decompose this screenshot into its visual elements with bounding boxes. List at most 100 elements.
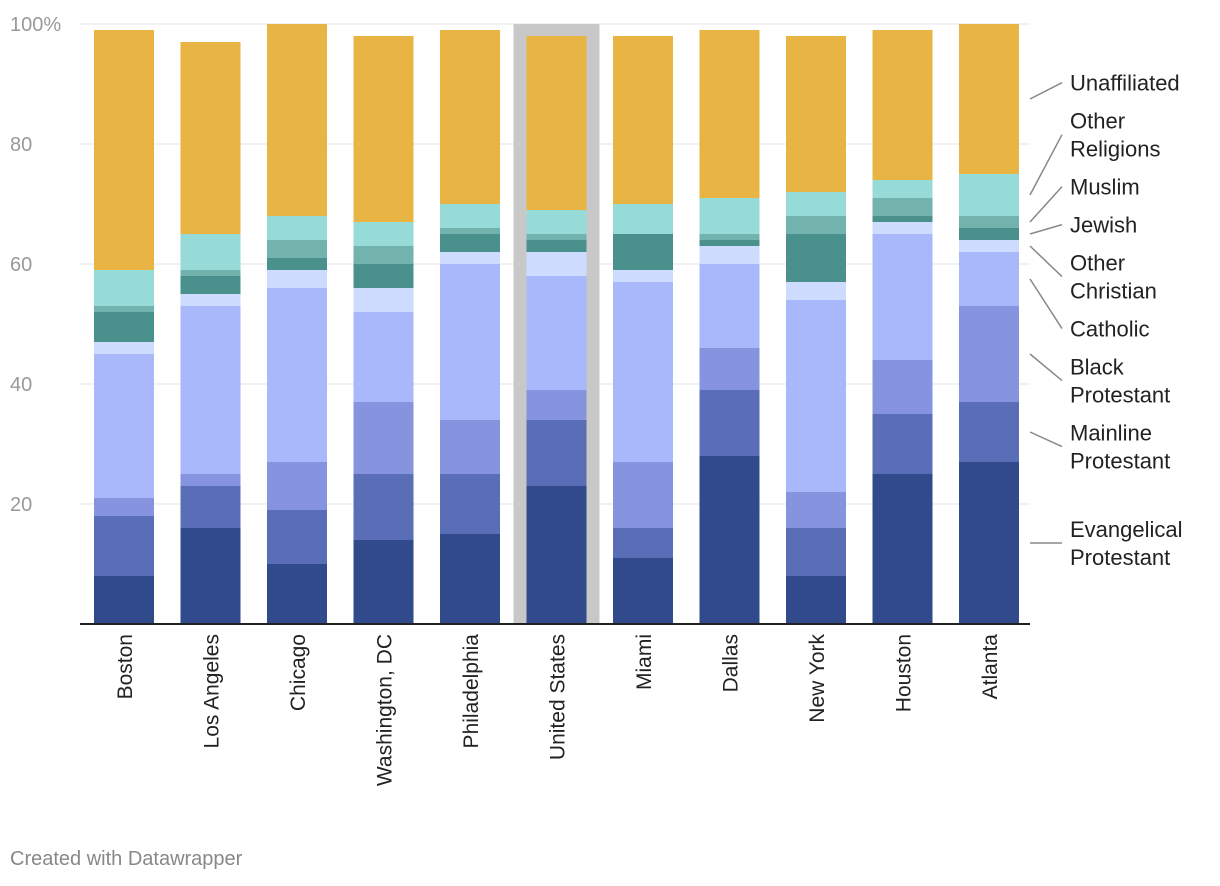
x-tick-label-new-york: New York xyxy=(806,634,829,723)
bar-houston-catholic xyxy=(872,234,933,360)
bar-stack-dallas xyxy=(699,30,760,624)
bar-chicago-other-christian xyxy=(267,270,327,288)
series-label-text-mainline-protestant: Protestant xyxy=(1070,448,1170,473)
series-label-other-christian: Other Christian xyxy=(1029,245,1157,303)
bar-washington-dc-jewish xyxy=(353,264,414,288)
bar-united-states-evangelical-protestant xyxy=(526,486,587,624)
bar-united-states-other-christian xyxy=(526,252,587,276)
bar-dallas-evangelical-protestant xyxy=(699,456,760,624)
series-label-connector-unaffiliated xyxy=(1029,82,1063,100)
series-label-text-evangelical-protestant: Evangelical xyxy=(1070,517,1183,542)
bar-houston-muslim xyxy=(872,198,933,216)
x-tick-label-washington-dc: Washington, DC xyxy=(374,634,397,786)
bar-new-york-black-protestant xyxy=(786,492,846,528)
bar-stack-chicago xyxy=(267,24,327,624)
bar-philadelphia-mainline-protestant xyxy=(440,474,500,534)
bar-united-states-muslim xyxy=(526,234,587,240)
bar-boston-muslim xyxy=(94,306,154,312)
y-axis-ticks: 20 40 60 80 100% xyxy=(10,14,61,516)
bar-united-states-unaffiliated xyxy=(526,36,587,210)
bar-chicago-other-religions xyxy=(267,216,327,240)
series-label-text-muslim: Muslim xyxy=(1070,174,1140,199)
bar-philadelphia-jewish xyxy=(440,234,500,252)
bar-washington-dc-black-protestant xyxy=(353,402,414,474)
bar-united-states-mainline-protestant xyxy=(526,420,587,486)
bar-atlanta-jewish xyxy=(959,228,1019,240)
bar-chicago-jewish xyxy=(267,258,327,270)
x-tick-label-dallas: Dallas xyxy=(720,634,743,692)
bar-atlanta-unaffiliated xyxy=(959,24,1019,174)
bar-boston-other-christian xyxy=(94,342,154,354)
bar-atlanta-mainline-protestant xyxy=(959,402,1019,462)
bar-houston-unaffiliated xyxy=(872,30,933,180)
bar-boston-evangelical-protestant xyxy=(94,576,154,624)
series-label-mainline-protestant: Mainline Protestant xyxy=(1029,420,1170,473)
series-label-connector-mainline-protestant xyxy=(1029,431,1063,448)
bar-washington-dc-other-christian xyxy=(353,288,414,312)
series-label-connector-black-protestant xyxy=(1029,353,1063,382)
series-label-text-catholic: Catholic xyxy=(1070,316,1149,341)
bar-chicago-mainline-protestant xyxy=(267,510,327,564)
y-tick-label-80: 80 xyxy=(10,134,32,156)
bar-philadelphia-catholic xyxy=(440,264,500,420)
series-label-connector-jewish xyxy=(1029,223,1063,235)
series-label-text-black-protestant: Protestant xyxy=(1070,382,1170,407)
y-tick-label-40: 40 xyxy=(10,374,32,396)
series-label-text-other-christian: Christian xyxy=(1070,278,1157,303)
bar-stack-atlanta xyxy=(959,24,1019,624)
bar-new-york-other-religions xyxy=(786,192,846,216)
series-label-black-protestant: Black Protestant xyxy=(1029,353,1170,407)
bar-atlanta-catholic xyxy=(959,252,1019,306)
x-axis-labels: Boston Los Angeles Chicago Washington, DC Ph… xyxy=(114,634,1002,787)
bar-los-angeles-evangelical-protestant xyxy=(180,528,241,624)
bar-stack-miami xyxy=(613,36,673,624)
bar-stack-los-angeles xyxy=(180,42,241,624)
bar-washington-dc-other-religions xyxy=(353,222,414,246)
bar-united-states-catholic xyxy=(526,276,587,390)
bar-philadelphia-muslim xyxy=(440,228,500,234)
bar-atlanta-other-christian xyxy=(959,240,1019,252)
bar-new-york-muslim xyxy=(786,216,846,234)
bar-dallas-other-christian xyxy=(699,246,760,264)
bar-atlanta-evangelical-protestant xyxy=(959,462,1019,624)
bar-stack-united-states xyxy=(526,36,587,624)
x-tick-label-philadelphia: Philadelphia xyxy=(460,634,483,749)
series-label-text-other-christian: Other xyxy=(1070,250,1125,275)
bar-stack-philadelphia xyxy=(440,30,500,624)
bar-atlanta-other-religions xyxy=(959,174,1019,216)
bar-miami-jewish xyxy=(613,234,673,270)
x-tick-label-boston: Boston xyxy=(114,634,137,699)
series-label-text-jewish: Jewish xyxy=(1070,212,1137,237)
bar-united-states-black-protestant xyxy=(526,390,587,420)
datawrapper-credit: Created with Datawrapper xyxy=(10,848,243,870)
series-label-text-mainline-protestant: Mainline xyxy=(1070,420,1152,445)
x-tick-label-miami: Miami xyxy=(633,634,656,690)
bar-stack-boston xyxy=(94,30,154,624)
series-label-connector-catholic xyxy=(1029,278,1063,329)
bar-houston-black-protestant xyxy=(872,360,933,414)
bar-philadelphia-black-protestant xyxy=(440,420,500,474)
x-tick-label-houston: Houston xyxy=(893,634,916,712)
y-tick-label-100: 100% xyxy=(10,14,61,36)
series-label-muslim: Muslim xyxy=(1029,174,1140,223)
bar-atlanta-muslim xyxy=(959,216,1019,228)
bar-philadelphia-other-religions xyxy=(440,204,500,228)
bar-dallas-mainline-protestant xyxy=(699,390,760,456)
bar-los-angeles-black-protestant xyxy=(180,474,241,486)
bar-dallas-jewish xyxy=(699,240,760,246)
bar-washington-dc-catholic xyxy=(353,312,414,402)
bar-new-york-mainline-protestant xyxy=(786,528,846,576)
bar-boston-unaffiliated xyxy=(94,30,154,270)
bar-miami-black-protestant xyxy=(613,462,673,528)
bar-los-angeles-other-religions xyxy=(180,234,241,270)
bar-stack-houston xyxy=(872,30,933,624)
series-label-other-religions: Other Religions xyxy=(1029,109,1161,196)
bar-united-states-jewish xyxy=(526,240,587,252)
bar-houston-other-religions xyxy=(872,180,933,198)
bar-houston-evangelical-protestant xyxy=(872,474,933,624)
bar-boston-black-protestant xyxy=(94,498,154,516)
bar-new-york-jewish xyxy=(786,234,846,282)
bar-boston-mainline-protestant xyxy=(94,516,154,576)
series-label-jewish: Jewish xyxy=(1029,212,1137,237)
